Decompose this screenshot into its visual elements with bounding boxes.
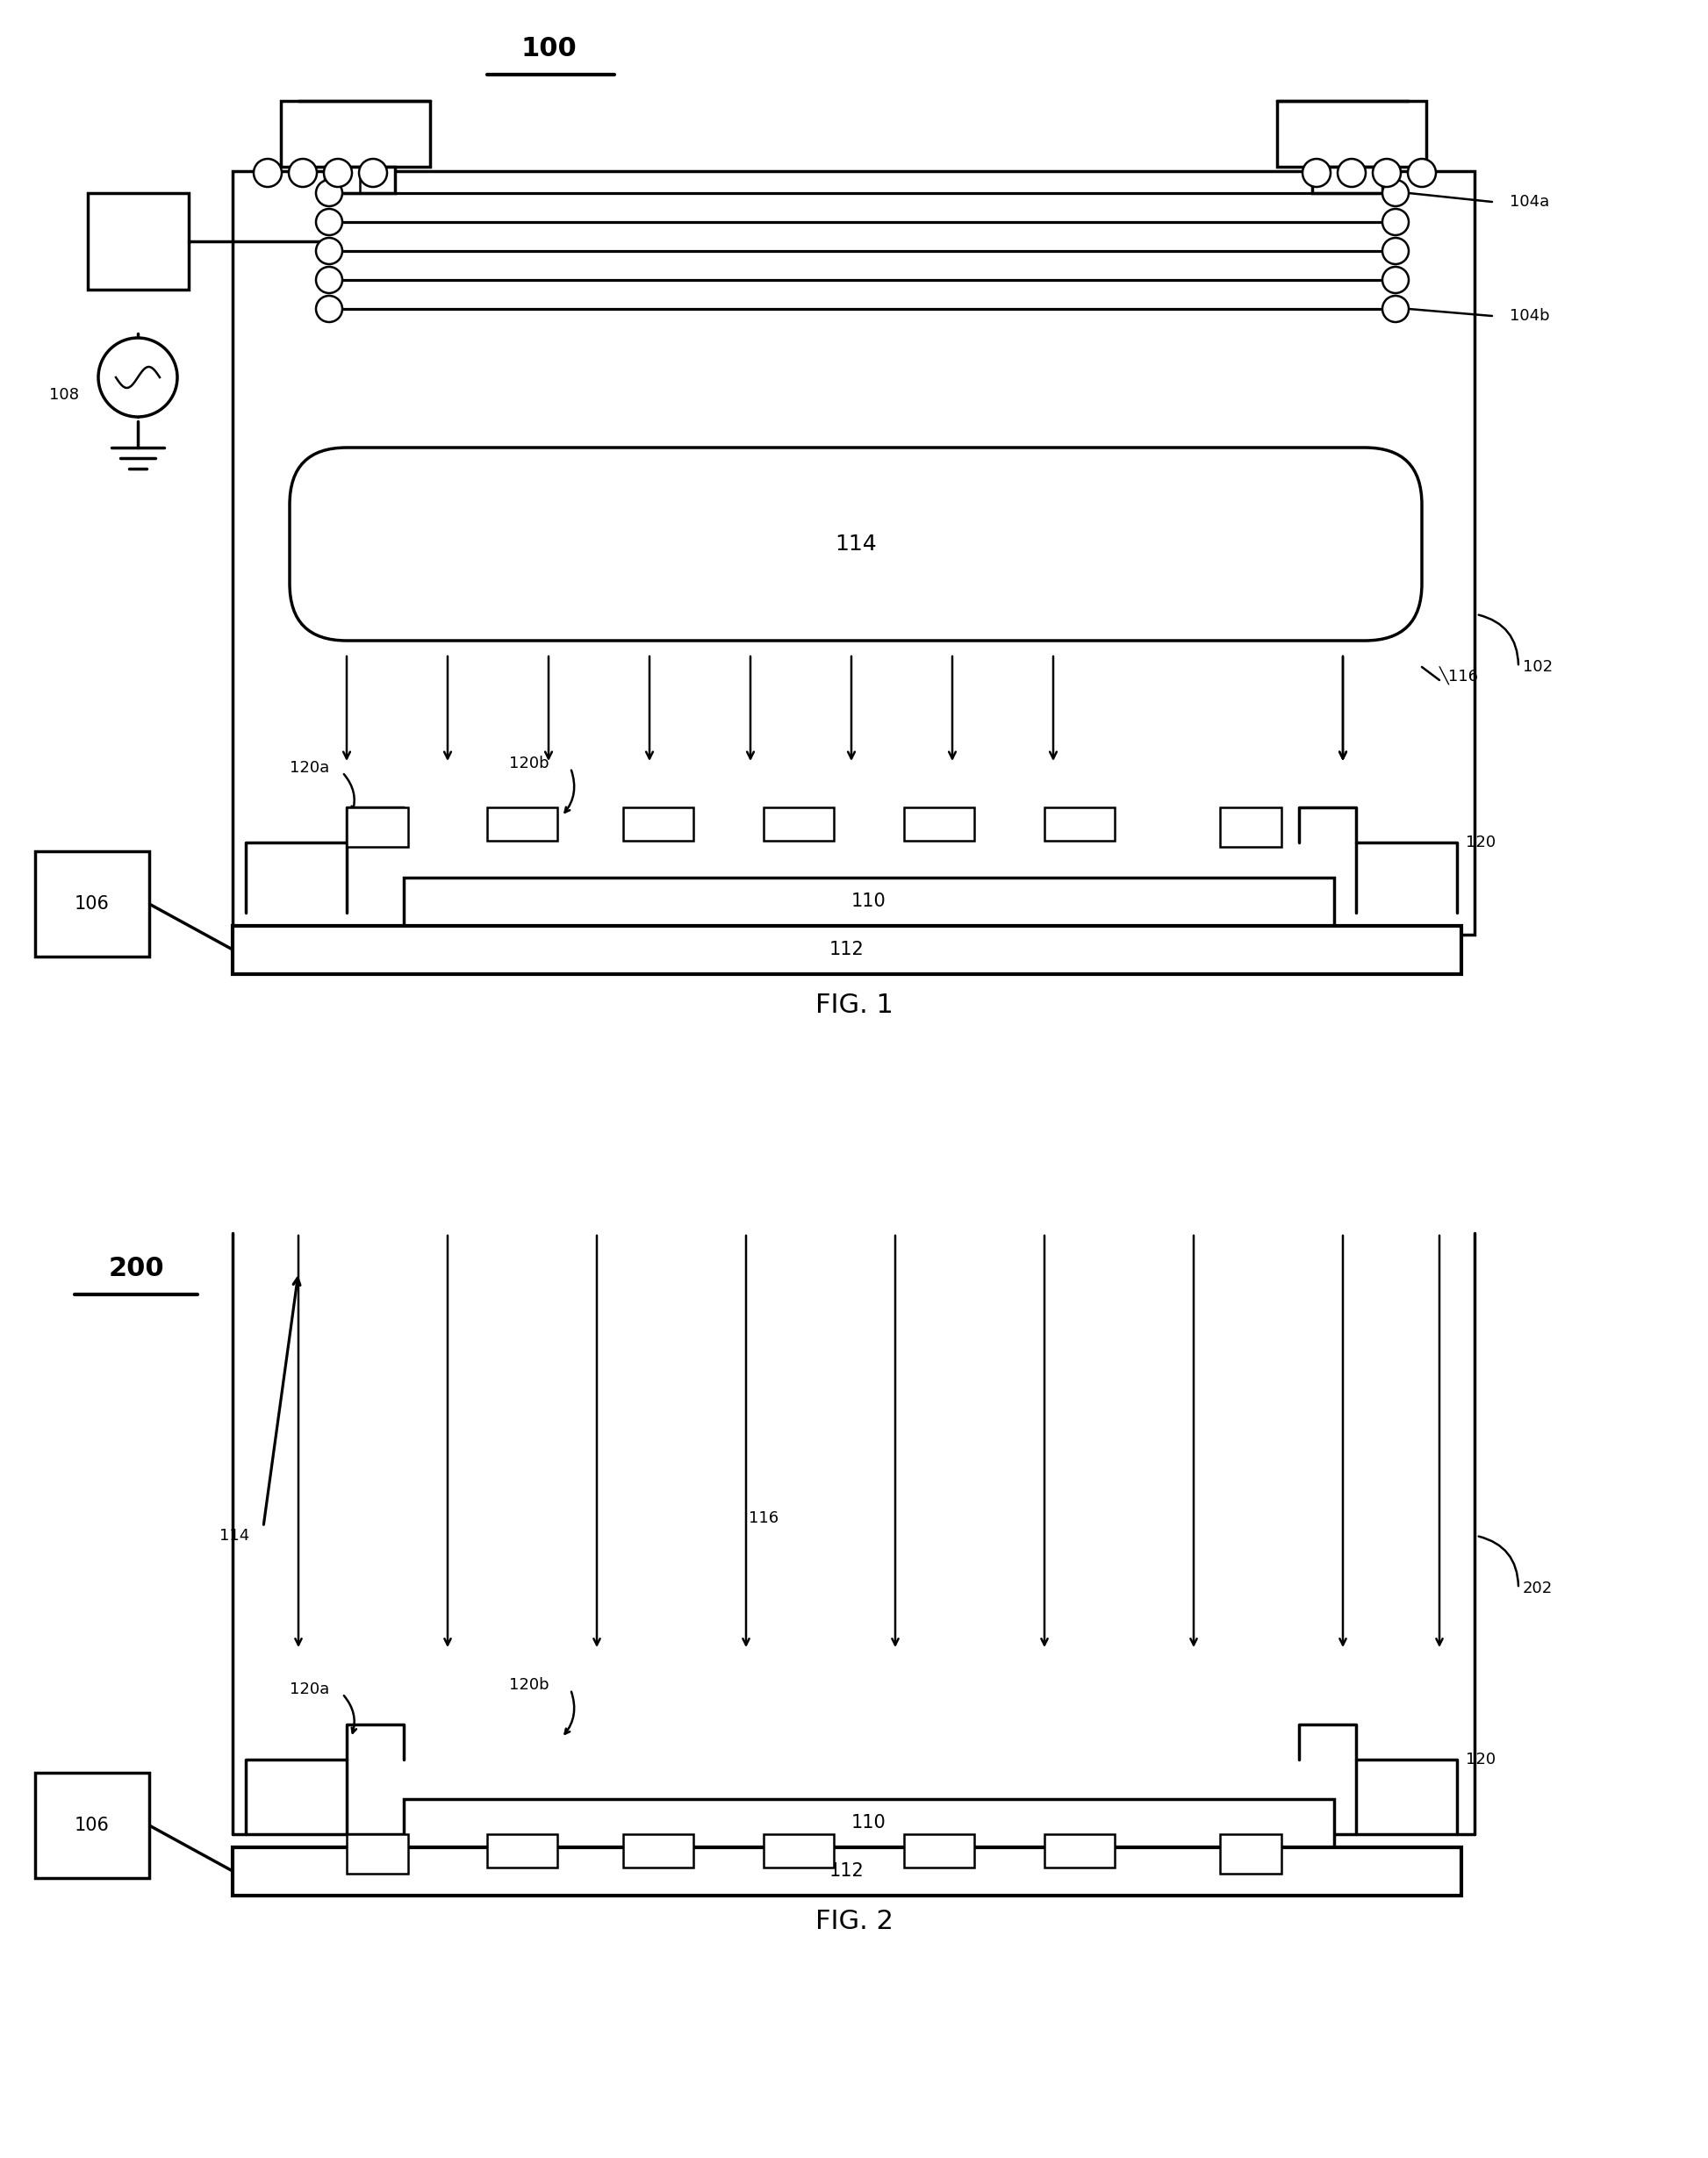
Text: 120b: 120b [509,755,548,770]
Bar [232,926,1462,973]
Text: 112: 112 [830,941,864,958]
Text: 108: 108 [50,386,79,404]
FancyBboxPatch shape [290,447,1421,641]
Text: FIG. 1: FIG. 1 [815,993,893,1019]
Text: 114: 114 [835,533,876,555]
Bar [763,807,834,842]
Circle shape [1407,160,1436,188]
Bar [904,807,974,842]
Bar [1220,807,1281,846]
Text: 112: 112 [830,1862,864,1880]
Text: 110: 110 [852,1815,886,1832]
Bar [623,1834,693,1867]
Text: 116: 116 [748,1511,779,1526]
Text: 120a: 120a [290,760,330,775]
Circle shape [316,209,342,235]
Bar [904,1834,974,1867]
Circle shape [1382,237,1409,263]
Text: 202: 202 [1524,1580,1553,1597]
Bar [1278,101,1426,166]
Circle shape [325,160,352,188]
Circle shape [316,296,342,322]
Bar [347,807,408,846]
Circle shape [1303,160,1331,188]
Bar [232,1847,1462,1895]
Text: 200: 200 [108,1256,164,1282]
Bar [487,807,557,842]
Text: 120: 120 [1465,1752,1496,1767]
Text: 120a: 120a [290,1681,330,1696]
Bar [1045,807,1115,842]
Bar [325,166,395,192]
Circle shape [289,160,318,188]
Circle shape [254,160,282,188]
Text: 100: 100 [521,35,577,60]
Bar [36,1772,149,1877]
Bar [1045,1834,1115,1867]
Circle shape [359,160,388,188]
Text: 120b: 120b [509,1677,548,1692]
Bar [232,170,1474,934]
Bar [1220,1834,1281,1873]
Bar [87,192,188,289]
Bar [347,1834,408,1873]
Bar [763,1834,834,1867]
Text: 106: 106 [75,896,109,913]
Bar [403,878,1334,926]
Circle shape [316,179,342,207]
Text: ╲116: ╲116 [1440,667,1479,684]
Bar [623,807,693,842]
Circle shape [1382,296,1409,322]
Bar [36,850,149,956]
Text: 104a: 104a [1510,194,1549,209]
Text: 110: 110 [852,893,886,911]
Text: 102: 102 [1524,658,1553,675]
Text: 114: 114 [219,1528,249,1543]
Circle shape [1382,179,1409,207]
Text: 120: 120 [1465,835,1496,850]
Circle shape [1337,160,1366,188]
Bar [487,1834,557,1867]
Text: 106: 106 [75,1817,109,1834]
Bar [403,1800,1334,1847]
Circle shape [1373,160,1401,188]
Circle shape [1382,209,1409,235]
Circle shape [1382,268,1409,293]
Circle shape [99,339,178,416]
Text: FIG. 2: FIG. 2 [815,1910,893,1936]
Circle shape [316,237,342,263]
Text: 104b: 104b [1510,309,1549,324]
Circle shape [316,268,342,293]
Bar [280,101,430,166]
Bar [1312,166,1382,192]
